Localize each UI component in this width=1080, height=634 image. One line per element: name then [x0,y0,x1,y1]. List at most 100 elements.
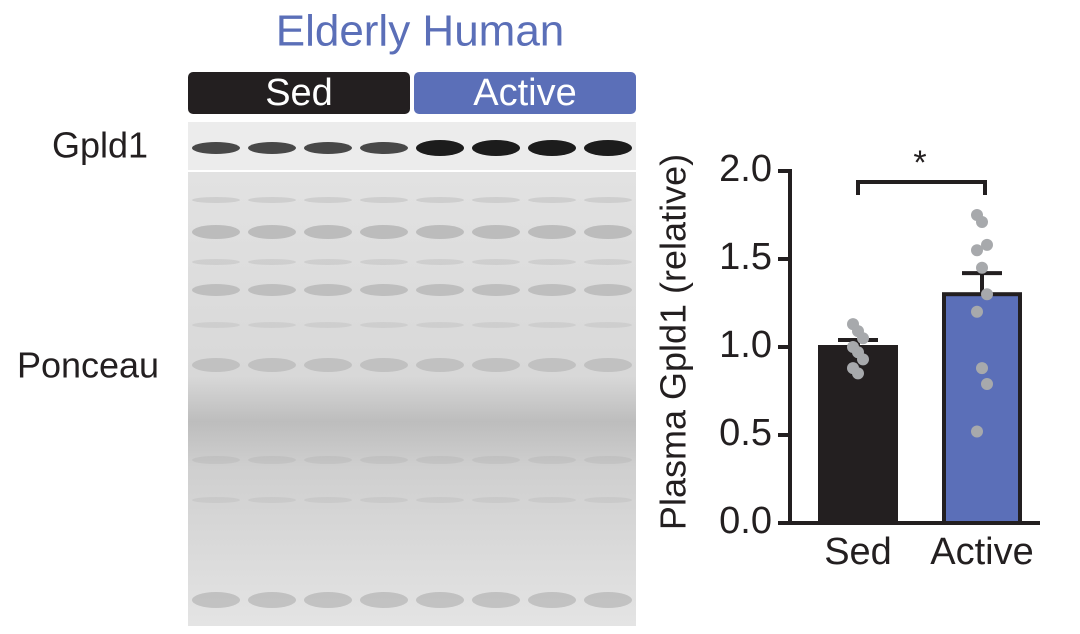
gpld1-band [248,142,296,154]
data-point [852,367,864,380]
data-point [971,305,983,318]
ponceau-band [528,592,576,608]
ponceau-band [584,358,632,372]
ponceau-band [472,259,520,265]
ponceau-band [584,284,632,296]
ponceau-band [248,497,296,503]
y-axis-label: Plasma Gpld1 (relative) [653,154,694,530]
ponceau-band [472,497,520,503]
ponceau-band [360,197,408,203]
ponceau-band [416,259,464,265]
ponceau-band [528,225,576,239]
ponceau-band [416,497,464,503]
ponceau-band [360,456,408,464]
ponceau-band [248,358,296,372]
ponceau-band [584,592,632,608]
ponceau-band [192,197,240,203]
ponceau-band [304,322,352,328]
data-point [981,377,993,390]
ponceau-band [584,322,632,328]
ponceau-band [416,284,464,296]
row-label: Gpld1 [52,125,148,166]
blot [188,122,636,626]
gpld1-band [192,142,240,154]
ponceau-band [416,322,464,328]
gpld1-band [584,140,632,156]
ponceau-band [584,225,632,239]
x-tick-label: Active [930,531,1033,573]
ponceau-band [192,456,240,464]
ponceau-band [528,259,576,265]
ponceau-band [360,497,408,503]
data-point [857,353,869,366]
ponceau-band [472,197,520,203]
ponceau-band [304,225,352,239]
ponceau-band [584,456,632,464]
y-tick-label: 2.0 [719,148,772,190]
ponceau-band [416,592,464,608]
ponceau-band [248,259,296,265]
gpld1-band [472,140,520,156]
group-header [414,72,636,114]
ponceau-band [528,322,576,328]
ponceau-band [360,284,408,296]
ponceau-band [192,259,240,265]
ponceau-band [472,456,520,464]
ponceau-band [192,497,240,503]
ponceau-band [304,497,352,503]
group-header [188,72,410,114]
data-point [976,261,988,274]
gpld1-band [304,142,352,154]
ponceau-band [192,358,240,372]
ponceau-band [472,592,520,608]
ponceau-band [528,358,576,372]
ponceau-band [472,322,520,328]
ponceau-band [192,592,240,608]
ponceau-band [248,197,296,203]
ponceau-band [416,225,464,239]
significance-bracket [856,180,987,195]
x-tick-label: Sed [824,531,892,573]
row-label: Ponceau [17,345,159,386]
group-label: Active [473,72,576,114]
ponceau-band [584,197,632,203]
ponceau-band [360,592,408,608]
ponceau-band [304,284,352,296]
ponceau-band [584,497,632,503]
y-tick-label: 1.0 [719,324,772,366]
ponceau-band [304,259,352,265]
ponceau-band [416,197,464,203]
ponceau-band [584,259,632,265]
ponceau-band [472,358,520,372]
ponceau-band [248,592,296,608]
ponceau-band [304,197,352,203]
data-point [971,244,983,257]
ponceau-band [248,225,296,239]
ponceau-band [304,358,352,372]
ponceau-band [416,358,464,372]
ponceau-band [416,456,464,464]
group-label: Sed [265,72,333,114]
ponceau-band [472,284,520,296]
ponceau-band [192,225,240,239]
ponceau-band [528,497,576,503]
ponceau-band [528,197,576,203]
gpld1-band [360,142,408,154]
data-point [981,238,993,251]
ponceau-band [304,592,352,608]
bar [942,292,1022,526]
ponceau-band [248,456,296,464]
ponceau-band [192,322,240,328]
data-point [976,216,988,229]
ponceau-strip [188,172,636,626]
ponceau-band [360,358,408,372]
ponceau-band [192,284,240,296]
data-point [971,425,983,438]
ponceau-band [360,225,408,239]
blot-title: Elderly Human [276,7,565,56]
y-tick-label: 1.5 [719,236,772,278]
ponceau-band [248,284,296,296]
ponceau-band [304,456,352,464]
significance: * [913,144,926,182]
